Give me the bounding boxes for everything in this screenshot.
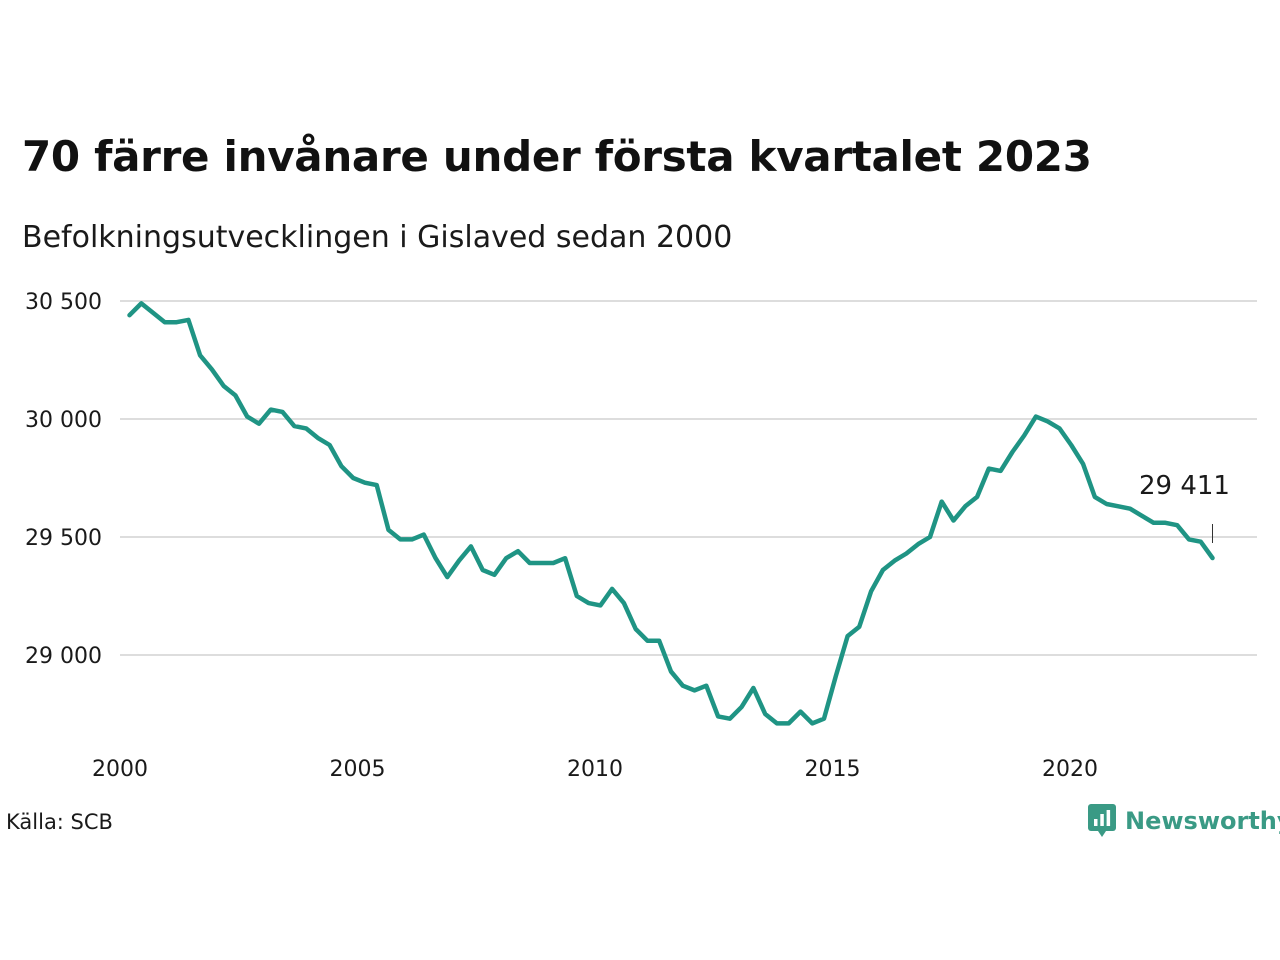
chart-title: 70 färre invånare under första kvartalet… [22, 132, 1092, 181]
chart-subtitle: Befolkningsutvecklingen i Gislaved sedan… [22, 220, 733, 255]
y-tick-label: 30 000 [25, 408, 102, 433]
y-tick-label: 30 500 [25, 290, 102, 315]
newsworthy-logo-icon [1088, 804, 1116, 837]
source-note: Källa: SCB [6, 810, 113, 834]
brand-name: Newsworthy [1125, 807, 1280, 835]
annotation-label-last-value: 29 411 [1139, 471, 1230, 501]
y-tick-label: 29 500 [25, 526, 102, 551]
x-tick-label: 2020 [1042, 757, 1098, 782]
x-tick-label: 2000 [92, 757, 148, 782]
x-axis-ticks: 2000 2005 2010 2015 2020 [92, 757, 1098, 782]
brand-logo: Newsworthy [1088, 804, 1280, 838]
y-axis-ticks: 29 000 29 500 30 000 30 500 [25, 290, 102, 669]
series-line-population [127, 301, 1215, 726]
x-tick-label: 2015 [805, 757, 861, 782]
gridlines [120, 300, 1257, 656]
x-tick-label: 2005 [330, 757, 386, 782]
x-tick-label: 2010 [567, 757, 623, 782]
y-tick-label: 29 000 [25, 644, 102, 669]
